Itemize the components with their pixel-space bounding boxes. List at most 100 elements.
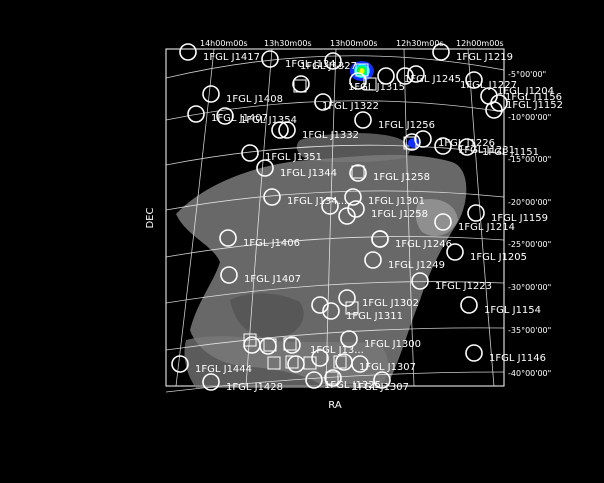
source-circle (364, 251, 382, 269)
source-label: 1FGL J1325 (324, 380, 381, 391)
source-circle (322, 302, 340, 320)
source-square (363, 77, 377, 91)
dec-tick-labels: -5°00'00" -10°00'00" -15°00'00" -20°00'0… (508, 70, 551, 378)
source-label: 1FGL J1307 (352, 382, 409, 393)
source-label: 1FGL J1154 (484, 305, 541, 316)
source-circle (373, 371, 391, 389)
source-circle (338, 207, 356, 225)
source-square (267, 356, 281, 370)
source-circle (219, 229, 237, 247)
source-circle (432, 43, 450, 61)
dec-tick-label: -15°00'00" (508, 155, 551, 164)
source-label: 1FGL J1354 (240, 115, 297, 126)
source-label: 1FGL J1327 (300, 61, 357, 72)
source-circle (324, 52, 342, 70)
ra-tick-label: 13h30m00s (264, 39, 312, 48)
source-circle (344, 188, 362, 206)
source-circle (171, 355, 189, 373)
source-circle (340, 330, 358, 348)
source-label: 1FGL J1311 (346, 311, 403, 322)
y-axis-title: DEC (145, 207, 156, 228)
source-circle (465, 71, 483, 89)
source-circle (396, 67, 414, 85)
source-label: 1FGL J1307 (359, 362, 416, 373)
source-circle (278, 121, 296, 139)
source-label: 1FGL J134... (285, 59, 345, 70)
dec-tick-label: -5°00'00" (508, 70, 546, 79)
source-label: 1FGL J1444 (195, 364, 252, 375)
source-label: 1FGL J1219 (456, 52, 513, 63)
ra-tick-label: 14h00m00s (200, 39, 248, 48)
source-label: 1FGL J1156 (505, 92, 562, 103)
source-circle (311, 296, 329, 314)
source-circle (351, 355, 369, 373)
source-label: 1FGL J1226 (438, 138, 495, 149)
source-circle (314, 93, 332, 111)
source-label: 1FGL J1406 (243, 238, 300, 249)
dec-tick-label: -25°00'00" (508, 240, 551, 249)
source-square (355, 63, 369, 77)
source-circle (446, 243, 464, 261)
ra-tick-label: 12h00m00s (456, 39, 504, 48)
source-circle (485, 101, 503, 119)
dec-tick-label: -30°00'00" (508, 283, 551, 292)
source-circle (371, 230, 389, 248)
source-label: 1FGL J1245 (404, 74, 461, 85)
source-label: 1FGL J1407 (211, 113, 268, 124)
source-label: 1FGL J1332 (302, 130, 359, 141)
source-label: 1FGL J1322 (322, 101, 379, 112)
source-label: 1FGL J1151 (482, 147, 539, 158)
source-label: 1FGL J1159 (491, 213, 548, 224)
source-label: 1FGL J1407 (244, 274, 301, 285)
source-circle (292, 75, 310, 93)
source-square (263, 338, 277, 352)
source-square (345, 301, 359, 315)
source-label: 1FGL J1258 (373, 172, 430, 183)
source-circle (271, 121, 289, 139)
source-circle (349, 72, 367, 90)
source-label: 1FGL J1301 (368, 196, 425, 207)
source-circle (467, 204, 485, 222)
source-circle (202, 85, 220, 103)
source-label: 1FGL J1152 (506, 100, 563, 111)
dec-tick-label: -10°00'00" (508, 113, 551, 122)
dec-tick-label: -20°00'00" (508, 198, 551, 207)
source-circle (338, 289, 356, 307)
x-axis-title: RA (328, 400, 342, 411)
source-circle (256, 159, 274, 177)
source-label: 1FGL J13... (310, 345, 364, 356)
source-label: 1FGL J1227 (460, 80, 517, 91)
source-label: 1FGL J1246 (395, 239, 452, 250)
source-circle (311, 349, 329, 367)
source-circle (354, 111, 372, 129)
source-circle (324, 369, 342, 387)
source-circle (263, 188, 281, 206)
source-square (351, 165, 365, 179)
source-circle (202, 373, 220, 391)
source-label: 1FGL J1214 (458, 222, 515, 233)
source-circle (414, 130, 432, 148)
source-markers (171, 43, 508, 391)
dec-tick-label: -40°00'00" (508, 369, 551, 378)
source-circle (349, 164, 367, 182)
source-circle (434, 137, 452, 155)
source-label: 1FGL J1428 (226, 382, 283, 393)
source-label: 1FGL J1256 (378, 120, 435, 131)
source-circle (261, 50, 279, 68)
source-circle (407, 65, 425, 83)
source-square (333, 355, 347, 369)
source-label: 1FGL J1249 (388, 260, 445, 271)
source-square (243, 333, 257, 347)
source-label: 1FGL J1231 (458, 145, 515, 156)
source-circle (347, 200, 365, 218)
source-label: 1FGL J1204 (497, 86, 554, 97)
source-square (283, 337, 297, 351)
source-circle (216, 107, 234, 125)
source-circle (179, 43, 197, 61)
ra-tick-label: 12h30m00s (396, 39, 444, 48)
source-circle (241, 144, 259, 162)
source-circle (187, 105, 205, 123)
source-label: 1FGL J1300 (364, 339, 421, 350)
